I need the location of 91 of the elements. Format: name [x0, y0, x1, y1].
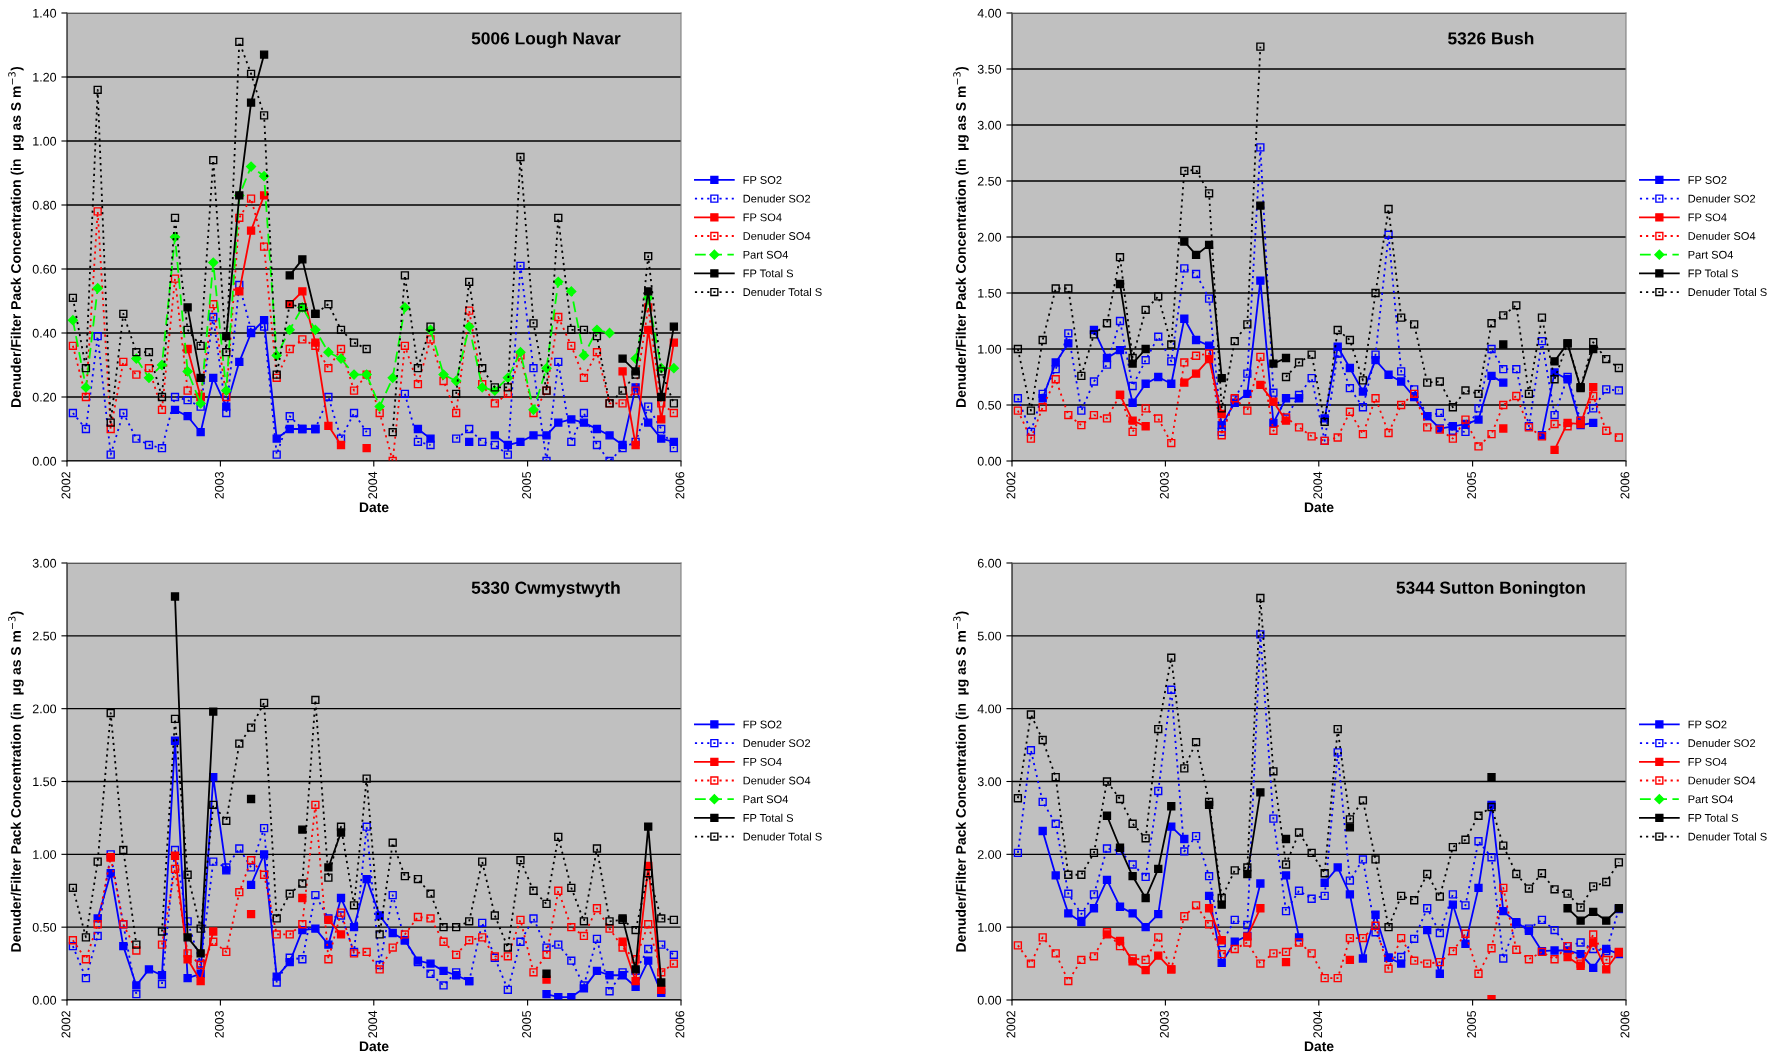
legend-label: Denuder SO4 — [743, 231, 811, 240]
legend-label: Denuder SO4 — [1688, 231, 1756, 240]
y-tick-label: 0.60 — [32, 264, 57, 274]
x-tick-label: 2002 — [61, 1011, 71, 1038]
y-axis-title: Denuder/Filter Pack Concentration (in µg as S m$^{−3}$) — [8, 611, 24, 952]
legend-label: FP SO4 — [1688, 213, 1727, 222]
legend-label: Denuder SO2 — [743, 738, 811, 748]
legend-label: Part SO4 — [743, 250, 789, 259]
y-tick-label: 3.00 — [32, 558, 57, 568]
y-tick-label: 1.00 — [33, 850, 57, 859]
x-tick-label: 2004 — [1313, 471, 1323, 499]
text: 5330 Cwmystwyth — [471, 581, 620, 598]
x-tick-label: 2005 — [1467, 1010, 1476, 1038]
legend-label: Denuder SO4 — [743, 776, 811, 785]
y-axis-title: Denuder/Filter Pack Concentration (in µg as S m$^{−3}$) — [953, 611, 969, 952]
legend-label: Denuder SO4 — [1688, 776, 1756, 785]
legend-label: FP Total S — [743, 269, 794, 278]
y-tick-label: 1.50 — [978, 288, 1002, 298]
y-tick-label: 5.00 — [977, 631, 1002, 641]
legend-label: FP SO4 — [1688, 757, 1727, 766]
y-tick-label: 0.00 — [32, 456, 57, 466]
text: 5326 Bush — [1448, 31, 1534, 45]
legend-label: FP SO4 — [743, 757, 782, 766]
y-tick-label: 1.40 — [33, 8, 57, 18]
y-tick-label: 2.00 — [32, 704, 57, 714]
x-tick-label: 2004 — [368, 1010, 378, 1038]
x-tick-label: 2004 — [368, 471, 378, 499]
y-tick-label: 3.00 — [977, 120, 1002, 130]
y-tick-label: 2.50 — [32, 631, 57, 641]
legend-label: Denuder SO2 — [743, 194, 811, 203]
x-tick-label: 2002 — [1006, 472, 1016, 499]
y-tick-label: 1.20 — [33, 72, 57, 82]
legend-label: FP SO2 — [1688, 720, 1727, 729]
x-tick-label: 2006 — [675, 1010, 685, 1038]
legend-label: FP SO2 — [743, 176, 782, 184]
x-tick-label: 2003 — [1159, 1010, 1169, 1038]
legend-label: Denuder SO2 — [1688, 194, 1756, 203]
y-tick-label: 6.00 — [977, 558, 1002, 568]
x-tick-label: 2003 — [1159, 471, 1169, 499]
y-tick-label: 0.20 — [32, 392, 57, 402]
y-tick-label: 2.00 — [977, 232, 1002, 242]
legend-label: Denuder Total S — [1688, 287, 1767, 297]
x-tick-label: 2006 — [1620, 471, 1630, 499]
y-tick-label: 1.50 — [33, 777, 57, 787]
y-tick-label: 0.40 — [32, 328, 57, 338]
y-tick-label: 4.00 — [977, 704, 1002, 714]
y-tick-label: 0.50 — [32, 922, 57, 932]
x-axis-title: Date — [1304, 1041, 1334, 1052]
y-tick-label: 1.00 — [33, 136, 57, 146]
y-tick-label: 0.00 — [977, 995, 1002, 1005]
legend-label: FP Total S — [743, 813, 794, 822]
legend-label: FP Total S — [1688, 269, 1739, 278]
y-tick-label: 2.50 — [977, 176, 1002, 186]
y-tick-label: 0.80 — [32, 200, 57, 210]
x-tick-label: 2003 — [214, 471, 224, 499]
x-axis-title: Date — [359, 1041, 389, 1052]
y-tick-label: 1.00 — [978, 922, 1002, 932]
y-tick-label: 0.00 — [32, 995, 57, 1005]
x-tick-label: 2005 — [522, 1010, 531, 1038]
y-tick-label: 3.50 — [977, 64, 1002, 74]
legend-label: Part SO4 — [1688, 250, 1734, 259]
y-axis-title: Denuder/Filter Pack Concentration (in µg as S m$^{−3}$) — [8, 66, 24, 407]
x-tick-label: 2004 — [1313, 1010, 1323, 1038]
legend-label: Denuder Total S — [743, 832, 822, 841]
y-tick-label: 4.00 — [977, 8, 1002, 18]
legend-label: Part SO4 — [1688, 795, 1734, 804]
y-tick-label: 2.00 — [977, 850, 1002, 859]
x-tick-label: 2003 — [214, 1010, 224, 1038]
x-tick-label: 2002 — [1006, 1011, 1016, 1038]
y-tick-label: 1.00 — [978, 344, 1002, 354]
x-tick-label: 2006 — [1620, 1010, 1630, 1038]
legend-label: Denuder Total S — [1688, 832, 1767, 841]
y-tick-label: 0.00 — [977, 456, 1002, 466]
y-tick-label: 0.50 — [977, 400, 1002, 410]
x-tick-label: 2005 — [1467, 471, 1476, 499]
legend-label: Part SO4 — [743, 795, 789, 804]
x-tick-label: 2006 — [675, 471, 685, 499]
x-tick-label: 2005 — [522, 471, 531, 499]
legend-label: FP Total S — [1688, 813, 1739, 822]
legend-label: FP SO2 — [1688, 176, 1727, 184]
x-axis-title: Date — [359, 502, 389, 513]
text: 5006 Lough Navar — [471, 31, 621, 49]
x-axis-title: Date — [1304, 502, 1334, 513]
legend-label: FP SO2 — [743, 720, 782, 729]
y-axis-title: Denuder/Filter Pack Concentration (in µg as S m$^{−3}$) — [953, 66, 969, 407]
legend-label: Denuder Total S — [743, 287, 822, 297]
x-tick-label: 2002 — [61, 472, 71, 499]
y-tick-label: 3.00 — [977, 777, 1002, 787]
text: 5344 Sutton Bonington — [1396, 581, 1585, 598]
legend-label: FP SO4 — [743, 213, 782, 222]
legend-label: Denuder SO2 — [1688, 738, 1756, 748]
